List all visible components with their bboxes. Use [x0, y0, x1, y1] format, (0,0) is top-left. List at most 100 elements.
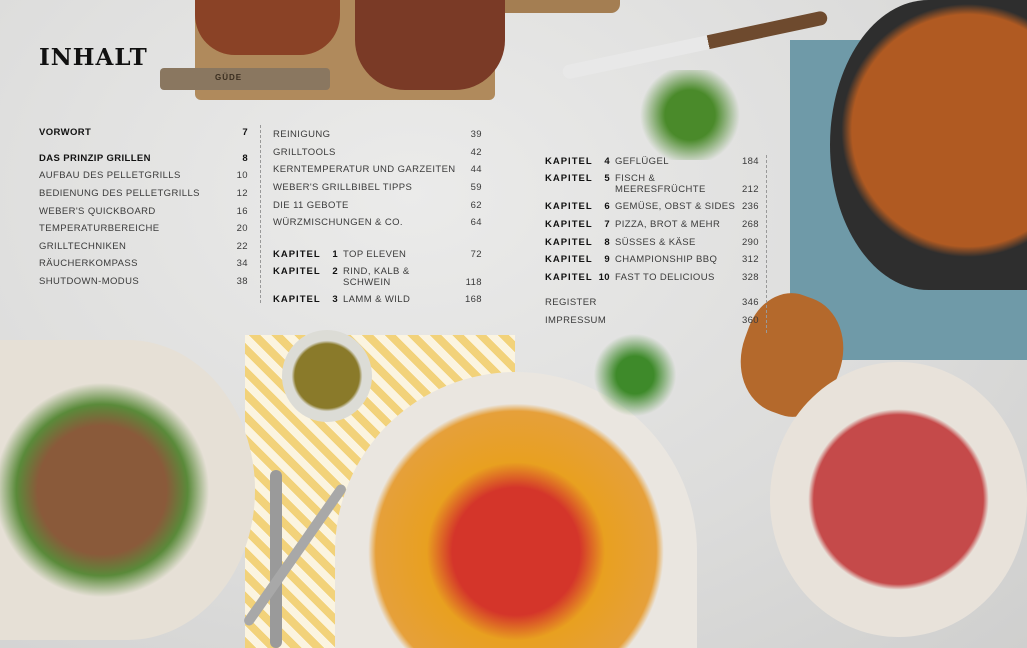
page-number: 346 — [741, 297, 759, 308]
entry-label: AUFBAU DES PELLETGRILLS — [39, 170, 181, 181]
toc-entry: GRILLTECHNIKEN 22 — [39, 241, 248, 252]
toc-entry: BEDIENUNG DES PELLETGRILLS 12 — [39, 188, 248, 199]
chapter-number: 10 — [598, 272, 610, 283]
entry-label: REGISTER — [545, 297, 597, 308]
page-number: 360 — [741, 315, 759, 326]
kapitel-label: KAPITEL — [545, 201, 593, 212]
page-number: 8 — [242, 153, 248, 164]
chapter-number: 5 — [604, 173, 610, 184]
board-handle — [480, 0, 620, 13]
page-title: INHALT — [39, 44, 148, 71]
page-number: 312 — [741, 254, 759, 265]
page-number: 16 — [236, 206, 248, 217]
toc-entry: WÜRZMISCHUNGEN & CO. 64 — [273, 217, 482, 228]
toc-entry: REINIGUNG 39 — [273, 129, 482, 140]
toc-entry: GRILLTOOLS 42 — [273, 147, 482, 158]
toc-entry: KAPITEL 2 RIND, KALB & SCHWEIN 118 — [273, 266, 482, 288]
beef-salad-plate-image — [770, 362, 1027, 637]
toc-entry: KAPITEL 7 PIZZA, BROT & MEHR 268 — [545, 219, 759, 230]
page-number: 38 — [236, 276, 248, 287]
entry-label: WEBER'S QUICKBOARD — [39, 206, 156, 217]
toc-entry: KAPITEL 3 LAMM & WILD 168 — [273, 294, 482, 305]
toc-entry: RÄUCHERKOMPASS 34 — [39, 258, 248, 269]
entry-label: DAS PRINZIP GRILLEN — [39, 153, 151, 164]
entry-label: KERNTEMPERATUR UND GARZEITEN — [273, 164, 456, 175]
entry-label: BEDIENUNG DES PELLETGRILLS — [39, 188, 200, 199]
kapitel-label: KAPITEL — [545, 173, 593, 184]
column-divider — [260, 125, 261, 303]
chapter-title-line2: MEERESFRÜCHTE — [615, 184, 706, 195]
page-number: 268 — [741, 219, 759, 230]
page-number: 42 — [470, 147, 482, 158]
entry-label: SHUTDOWN-MODUS — [39, 276, 140, 287]
entry-label: WÜRZMISCHUNGEN & CO. — [273, 217, 403, 228]
chapter-number: 3 — [332, 294, 338, 305]
chapter-number: 6 — [604, 201, 610, 212]
page-number: 59 — [470, 182, 482, 193]
entry-label: VORWORT — [39, 127, 92, 138]
toc-entry: REGISTER 346 — [545, 297, 759, 308]
toc-entry: TEMPERATURBEREICHE 20 — [39, 223, 248, 234]
kapitel-label: KAPITEL — [545, 254, 593, 265]
page-number: 328 — [741, 272, 759, 283]
toc-entry: KAPITEL 9 CHAMPIONSHIP BBQ 312 — [545, 254, 759, 265]
entry-label: TEMPERATURBEREICHE — [39, 223, 160, 234]
chapter-number: 8 — [604, 237, 610, 248]
toc-entry: KAPITEL 1 TOP ELEVEN 72 — [273, 249, 482, 260]
chapter-number: 9 — [604, 254, 610, 265]
page-number: 236 — [741, 201, 759, 212]
fork-image — [270, 470, 282, 648]
toc-entry: KAPITEL 8 SÜSSES & KÄSE 290 — [545, 237, 759, 248]
page-number: 212 — [741, 184, 759, 195]
kapitel-label: KAPITEL — [273, 266, 321, 277]
chapter-title: SÜSSES & KÄSE — [615, 237, 696, 248]
chicken-wings-plate-image — [830, 0, 1027, 290]
chapter-title-line2: SCHWEIN — [343, 277, 391, 288]
chapter-number: 4 — [604, 156, 610, 167]
page-number: 22 — [236, 241, 248, 252]
toc-entry: WEBER'S QUICKBOARD 16 — [39, 206, 248, 217]
page-number: 34 — [236, 258, 248, 269]
knife-image — [160, 68, 330, 90]
chapter-number: 1 — [332, 249, 338, 260]
chapter-title: CHAMPIONSHIP BBQ — [615, 254, 718, 265]
kapitel-label: KAPITEL — [545, 237, 593, 248]
oil-jar-image — [282, 330, 372, 422]
chapter-number: 7 — [604, 219, 610, 230]
toc-entry: KERNTEMPERATUR UND GARZEITEN 44 — [273, 164, 482, 175]
page-number: 10 — [236, 170, 248, 181]
page-number: 72 — [470, 249, 482, 260]
page-number: 168 — [464, 294, 482, 305]
kapitel-label: KAPITEL — [273, 294, 321, 305]
toc-entry: WEBER'S GRILLBIBEL TIPPS 59 — [273, 182, 482, 193]
entry-label: GRILLTOOLS — [273, 147, 336, 158]
page-number: 20 — [236, 223, 248, 234]
kapitel-label: KAPITEL — [545, 219, 593, 230]
column-divider — [766, 155, 767, 333]
grilled-meat-image — [355, 0, 505, 90]
entry-label: REINIGUNG — [273, 129, 331, 140]
page-number: 184 — [741, 156, 759, 167]
entry-label: WEBER'S GRILLBIBEL TIPPS — [273, 182, 413, 193]
toc-entry: DAS PRINZIP GRILLEN 8 — [39, 153, 248, 164]
chapter-title: TOP ELEVEN — [343, 249, 407, 260]
toc-entry: KAPITEL 6 GEMÜSE, OBST & SIDES 236 — [545, 201, 759, 212]
entry-label: DIE 11 GEBOTE — [273, 200, 349, 211]
page-number: 44 — [470, 164, 482, 175]
page-number: 7 — [242, 127, 248, 138]
entry-label: GRILLTECHNIKEN — [39, 241, 127, 252]
chapter-title: FISCH & — [615, 173, 656, 184]
page-number: 12 — [236, 188, 248, 199]
chapter-title: GEMÜSE, OBST & SIDES — [615, 201, 736, 212]
chapter-title: GEFLÜGEL — [615, 156, 669, 167]
page-number: 62 — [470, 200, 482, 211]
parsley-image — [575, 330, 695, 420]
chapter-title: RIND, KALB & — [343, 266, 410, 277]
chapter-number: 2 — [332, 266, 338, 277]
kapitel-label: KAPITEL — [273, 249, 321, 260]
chapter-title: LAMM & WILD — [343, 294, 411, 305]
toc-entry: VORWORT 7 — [39, 127, 248, 138]
page-number: 290 — [741, 237, 759, 248]
toc-entry: KAPITEL 10 FAST TO DELICIOUS 328 — [545, 272, 759, 283]
toc-entry: DIE 11 GEBOTE 62 — [273, 200, 482, 211]
